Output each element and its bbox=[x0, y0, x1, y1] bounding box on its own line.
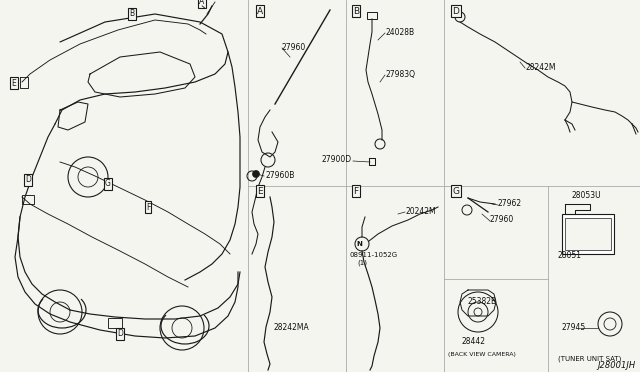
Text: 28242MA: 28242MA bbox=[273, 323, 308, 332]
Text: 24028B: 24028B bbox=[385, 28, 414, 37]
Text: D: D bbox=[452, 6, 460, 16]
Text: 28051: 28051 bbox=[558, 251, 582, 260]
Text: 27960: 27960 bbox=[282, 43, 307, 52]
Text: F: F bbox=[353, 186, 358, 196]
Text: 27900D: 27900D bbox=[322, 155, 352, 164]
Text: D: D bbox=[25, 176, 31, 185]
Bar bbox=[108, 318, 122, 328]
Text: G: G bbox=[452, 186, 460, 196]
Text: 27962: 27962 bbox=[498, 199, 522, 208]
Text: 28442: 28442 bbox=[462, 337, 486, 346]
Text: D: D bbox=[117, 330, 123, 339]
Text: N: N bbox=[356, 241, 362, 247]
Text: B: B bbox=[129, 10, 134, 19]
Text: (1): (1) bbox=[357, 260, 367, 266]
Text: J28001JH: J28001JH bbox=[598, 361, 636, 370]
Text: 25382B: 25382B bbox=[468, 297, 497, 306]
Text: E: E bbox=[12, 78, 17, 87]
Text: E: E bbox=[257, 186, 263, 196]
Text: (TUNER UNIT SAT): (TUNER UNIT SAT) bbox=[558, 355, 621, 362]
Text: 27960B: 27960B bbox=[265, 171, 294, 180]
Text: (BACK VIEW CAMERA): (BACK VIEW CAMERA) bbox=[448, 352, 516, 357]
Text: 27960: 27960 bbox=[490, 215, 515, 224]
Text: 27983Q: 27983Q bbox=[385, 70, 415, 79]
Text: 28053U: 28053U bbox=[571, 191, 600, 200]
Text: 28242M: 28242M bbox=[525, 63, 556, 72]
Text: F: F bbox=[146, 202, 150, 212]
Text: A: A bbox=[200, 0, 205, 6]
Text: A: A bbox=[257, 6, 263, 16]
Bar bbox=[22, 195, 34, 204]
Circle shape bbox=[253, 170, 259, 177]
Bar bbox=[562, 214, 614, 254]
Text: 27945: 27945 bbox=[562, 323, 586, 332]
Text: B: B bbox=[353, 6, 359, 16]
Text: G: G bbox=[105, 180, 111, 189]
Bar bbox=[565, 218, 611, 250]
Text: 20242M: 20242M bbox=[405, 207, 436, 216]
Text: 08911-1052G: 08911-1052G bbox=[350, 252, 398, 258]
Bar bbox=[367, 12, 377, 19]
